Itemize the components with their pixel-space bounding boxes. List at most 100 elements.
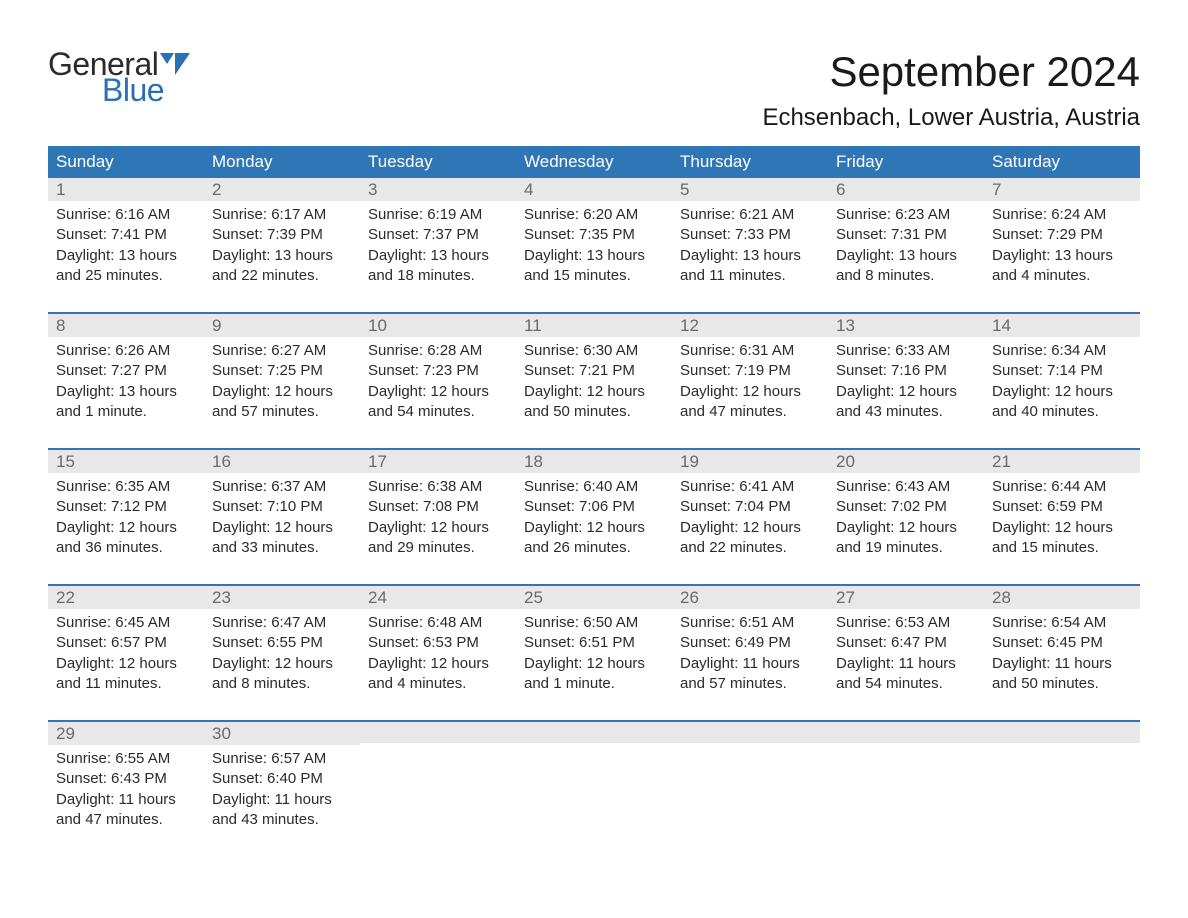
sunrise-line: Sunrise: 6:45 AM [56,613,196,633]
daynum-row: 18 [516,450,672,473]
daylight-line-2: and 33 minutes. [212,538,352,558]
daylight-line-2: and 40 minutes. [992,402,1132,422]
day-cell: 5Sunrise: 6:21 AMSunset: 7:33 PMDaylight… [672,178,828,292]
daylight-line-2: and 1 minute. [56,402,196,422]
day-cell: 6Sunrise: 6:23 AMSunset: 7:31 PMDaylight… [828,178,984,292]
daynum-row: 15 [48,450,204,473]
day-number: 28 [992,588,1011,607]
sunrise-line: Sunrise: 6:43 AM [836,477,976,497]
header: General Blue September 2024 Echsenbach, … [48,48,1140,132]
location-text: Echsenbach, Lower Austria, Austria [762,104,1140,132]
daynum-row: 12 [672,314,828,337]
daylight-line-1: Daylight: 11 hours [992,654,1132,674]
daynum-row: 26 [672,586,828,609]
day-cell: 9Sunrise: 6:27 AMSunset: 7:25 PMDaylight… [204,314,360,428]
daynum-row: 16 [204,450,360,473]
day-cell: 21Sunrise: 6:44 AMSunset: 6:59 PMDayligh… [984,450,1140,564]
daylight-line-1: Daylight: 12 hours [212,518,352,538]
day-cell: 4Sunrise: 6:20 AMSunset: 7:35 PMDaylight… [516,178,672,292]
sunrise-line: Sunrise: 6:33 AM [836,341,976,361]
day-number: 30 [212,724,231,743]
daylight-line-2: and 50 minutes. [524,402,664,422]
month-title: September 2024 [762,48,1140,96]
sunset-line: Sunset: 7:16 PM [836,361,976,381]
weekday-saturday: Saturday [984,146,1140,178]
day-number: 6 [836,180,845,199]
daylight-line-1: Daylight: 11 hours [680,654,820,674]
sunset-line: Sunset: 7:23 PM [368,361,508,381]
week-row: 15Sunrise: 6:35 AMSunset: 7:12 PMDayligh… [48,448,1140,564]
sunrise-line: Sunrise: 6:40 AM [524,477,664,497]
day-number: 9 [212,316,221,335]
day-number: 16 [212,452,231,471]
daylight-line-2: and 22 minutes. [212,266,352,286]
day-cell: 30Sunrise: 6:57 AMSunset: 6:40 PMDayligh… [204,722,360,836]
daynum-row: 10 [360,314,516,337]
daylight-line-1: Daylight: 12 hours [836,382,976,402]
daynum-row: 23 [204,586,360,609]
daylight-line-2: and 54 minutes. [368,402,508,422]
daynum-row-empty [828,722,984,743]
daylight-line-1: Daylight: 12 hours [680,382,820,402]
day-cell [360,722,516,836]
day-cell: 7Sunrise: 6:24 AMSunset: 7:29 PMDaylight… [984,178,1140,292]
sunset-line: Sunset: 6:40 PM [212,769,352,789]
calendar: Sunday Monday Tuesday Wednesday Thursday… [48,146,1140,836]
sunrise-line: Sunrise: 6:30 AM [524,341,664,361]
sunrise-line: Sunrise: 6:55 AM [56,749,196,769]
daylight-line-2: and 25 minutes. [56,266,196,286]
daynum-row: 14 [984,314,1140,337]
daylight-line-2: and 26 minutes. [524,538,664,558]
sunset-line: Sunset: 6:51 PM [524,633,664,653]
day-number: 19 [680,452,699,471]
sunset-line: Sunset: 7:02 PM [836,497,976,517]
daylight-line-2: and 47 minutes. [56,810,196,830]
day-number: 5 [680,180,689,199]
day-cell: 25Sunrise: 6:50 AMSunset: 6:51 PMDayligh… [516,586,672,700]
day-cell [828,722,984,836]
daynum-row: 4 [516,178,672,201]
day-number: 24 [368,588,387,607]
day-number: 20 [836,452,855,471]
day-number: 10 [368,316,387,335]
sunrise-line: Sunrise: 6:35 AM [56,477,196,497]
sunrise-line: Sunrise: 6:54 AM [992,613,1132,633]
daynum-row: 25 [516,586,672,609]
daynum-row: 8 [48,314,204,337]
day-number: 2 [212,180,221,199]
sunrise-line: Sunrise: 6:48 AM [368,613,508,633]
daylight-line-1: Daylight: 12 hours [368,382,508,402]
day-number: 3 [368,180,377,199]
day-cell: 27Sunrise: 6:53 AMSunset: 6:47 PMDayligh… [828,586,984,700]
daylight-line-1: Daylight: 11 hours [836,654,976,674]
daylight-line-2: and 18 minutes. [368,266,508,286]
daynum-row: 21 [984,450,1140,473]
sunset-line: Sunset: 7:08 PM [368,497,508,517]
sunset-line: Sunset: 7:27 PM [56,361,196,381]
sunrise-line: Sunrise: 6:27 AM [212,341,352,361]
daynum-row: 2 [204,178,360,201]
daylight-line-1: Daylight: 13 hours [368,246,508,266]
daylight-line-1: Daylight: 12 hours [368,654,508,674]
daylight-line-2: and 15 minutes. [524,266,664,286]
daylight-line-2: and 57 minutes. [680,674,820,694]
day-number: 8 [56,316,65,335]
sunset-line: Sunset: 6:47 PM [836,633,976,653]
daylight-line-2: and 8 minutes. [212,674,352,694]
daylight-line-2: and 43 minutes. [212,810,352,830]
sunrise-line: Sunrise: 6:20 AM [524,205,664,225]
weekday-monday: Monday [204,146,360,178]
day-cell: 20Sunrise: 6:43 AMSunset: 7:02 PMDayligh… [828,450,984,564]
daylight-line-1: Daylight: 13 hours [836,246,976,266]
daynum-row: 1 [48,178,204,201]
daynum-row: 7 [984,178,1140,201]
day-cell: 8Sunrise: 6:26 AMSunset: 7:27 PMDaylight… [48,314,204,428]
daynum-row: 5 [672,178,828,201]
daylight-line-2: and 1 minute. [524,674,664,694]
sunset-line: Sunset: 7:39 PM [212,225,352,245]
day-number: 15 [56,452,75,471]
day-number: 21 [992,452,1011,471]
sunrise-line: Sunrise: 6:21 AM [680,205,820,225]
daylight-line-2: and 36 minutes. [56,538,196,558]
daylight-line-1: Daylight: 13 hours [524,246,664,266]
